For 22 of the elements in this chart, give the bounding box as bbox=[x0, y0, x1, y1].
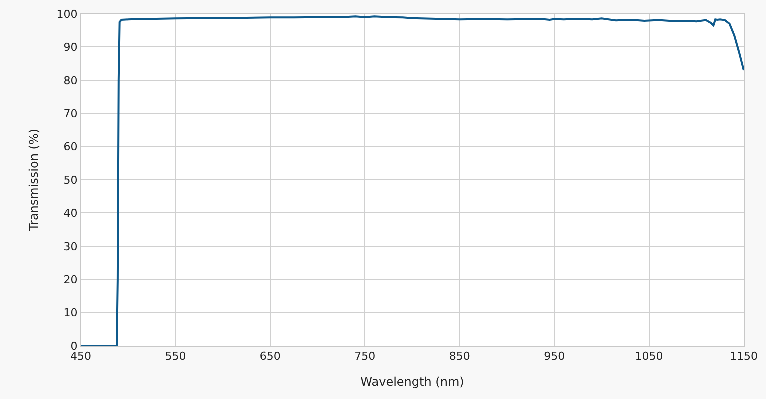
y-tick-label: 40 bbox=[64, 207, 78, 220]
y-tick-label: 20 bbox=[64, 273, 78, 286]
x-tick-label: 550 bbox=[165, 350, 186, 364]
x-tick-label: 750 bbox=[354, 350, 376, 364]
x-tick-label: 1050 bbox=[635, 350, 664, 364]
y-tick-label: 30 bbox=[64, 240, 78, 254]
y-tick-label: 90 bbox=[64, 41, 78, 54]
y-axis-title: Transmission (%) bbox=[27, 128, 42, 232]
x-tick-label: 1150 bbox=[730, 350, 758, 364]
y-tick-label: 50 bbox=[64, 174, 78, 187]
y-tick-label: 60 bbox=[64, 140, 78, 154]
y-tick-label: 80 bbox=[64, 74, 78, 88]
x-tick-label: 650 bbox=[260, 350, 281, 364]
x-tick-label: 850 bbox=[449, 350, 470, 364]
line-series bbox=[81, 16, 744, 346]
y-tick-label: 0 bbox=[70, 340, 78, 353]
x-tick-label: 450 bbox=[70, 350, 92, 364]
x-tick-label: 950 bbox=[544, 350, 566, 364]
y-tick-label: 10 bbox=[64, 306, 78, 320]
x-axis-title: Wavelength (nm) bbox=[360, 375, 464, 390]
y-tick-label: 70 bbox=[64, 107, 78, 120]
y-tick-label: 100 bbox=[56, 8, 78, 21]
